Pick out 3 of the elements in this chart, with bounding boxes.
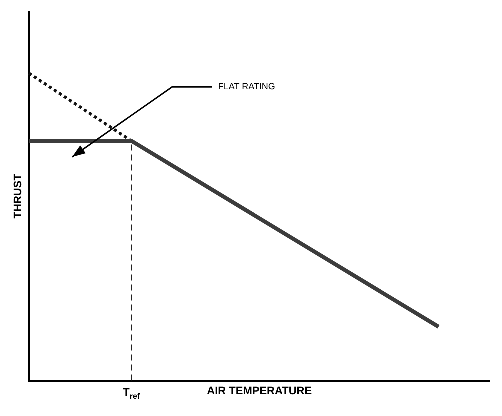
y-axis-title: THRUST <box>12 174 25 219</box>
x-axis-title: AIR TEMPERATURE <box>207 385 312 398</box>
annotation: FLAT RATING <box>218 82 276 92</box>
